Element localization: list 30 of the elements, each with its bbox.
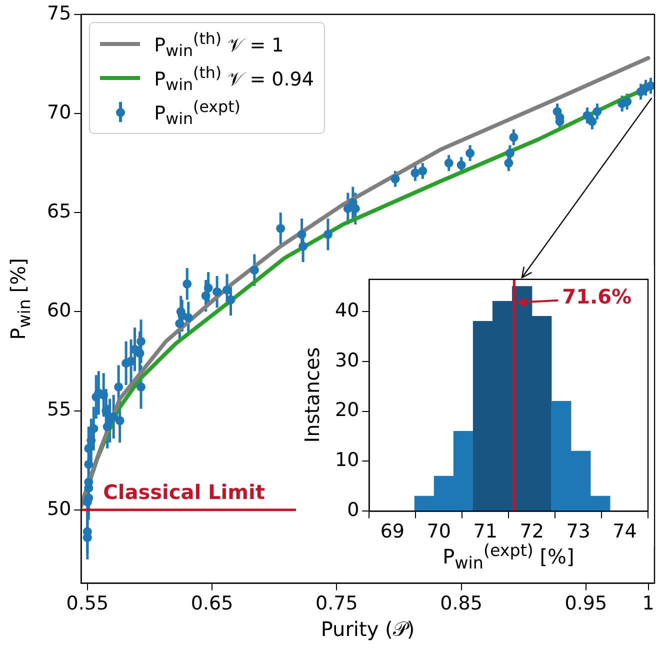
x-tick-label: 74 (612, 520, 637, 543)
annotation: 71.6% (562, 284, 632, 309)
y-tick-label: 75 (46, 2, 72, 24)
y-tick-label: 20 (334, 399, 360, 422)
y-tick-label: 65 (46, 200, 72, 223)
y-tick-label: 40 (334, 299, 360, 322)
x-tick-label: 0.95 (564, 592, 608, 615)
legend-label: P$_{win}$$^{(th)}$ 𝒱 = 1 (154, 28, 284, 60)
y-tick-label: 0 (347, 499, 360, 522)
y-tick-label: 30 (334, 349, 360, 372)
x-tick-label: 0.75 (316, 592, 358, 615)
x-axis-title: Purity (𝒫) (320, 617, 415, 642)
ref-line-label: Classical Limit (103, 480, 266, 504)
y-axis-title: Instances (300, 348, 324, 444)
x-tick-label: 0.55 (66, 592, 109, 615)
x-tick-label: 69 (380, 520, 405, 543)
x-tick-label: 0.65 (190, 592, 234, 615)
x-axis-title: P$_{win}$$^{(expt)}$ [%] (442, 541, 574, 573)
x-tick-label: 70 (426, 520, 451, 543)
y-tick-label: 55 (46, 398, 72, 421)
y-tick-label: 10 (334, 449, 360, 472)
y-tick-label: 60 (46, 300, 72, 322)
x-tick-label: 0.85 (440, 592, 482, 615)
y-tick-label: 50 (46, 498, 72, 520)
legend-label: P$_{win}$$^{(th)}$ 𝒱 = 0.94 (154, 62, 314, 94)
x-tick-label: 72 (520, 520, 544, 543)
x-tick-label: 73 (566, 520, 590, 543)
y-tick-label: 70 (46, 101, 72, 124)
x-tick-label: 1 (642, 592, 654, 615)
x-tick-label: 71 (473, 520, 498, 543)
